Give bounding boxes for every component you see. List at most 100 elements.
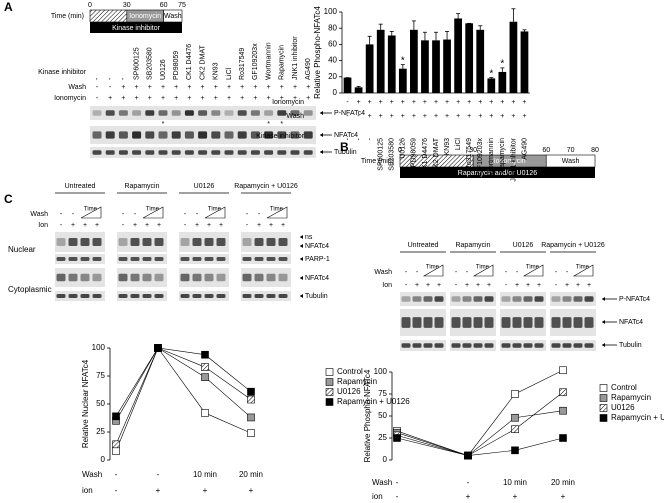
bar: [343, 77, 352, 93]
x-tick-label: 20 min: [239, 470, 263, 479]
x-tick-label: U0126: [400, 138, 407, 159]
band: [180, 238, 190, 246]
sign: +: [108, 95, 112, 102]
sign: -: [122, 222, 125, 229]
x-tick-label: -: [366, 137, 373, 140]
sign: -: [416, 269, 419, 276]
band: [68, 238, 78, 246]
series-line: [115, 347, 252, 421]
y-tick-label: 0: [383, 455, 388, 464]
band: [264, 110, 274, 116]
legend-label: Rapamycin: [611, 393, 651, 402]
x-tick-label: Wortmannin: [488, 138, 495, 176]
sign: +: [214, 84, 218, 91]
marker: [247, 413, 255, 422]
band: [451, 317, 461, 328]
sign: -: [72, 211, 75, 218]
band: [118, 131, 128, 139]
sign: +: [148, 84, 152, 91]
marker: [559, 366, 567, 375]
y-tick-label: 60: [328, 40, 337, 49]
sign: +: [426, 282, 430, 289]
lane-label: LiCl: [226, 67, 233, 80]
time-label: Time: [426, 265, 440, 271]
blot: [450, 292, 496, 306]
row-name: Ion: [382, 282, 392, 289]
marker: [201, 409, 209, 417]
sign: +: [415, 282, 419, 289]
band: [401, 343, 411, 348]
y-tick-label: 100: [324, 7, 338, 16]
annotation: *: [401, 55, 405, 66]
band: [551, 343, 561, 348]
band: [242, 257, 252, 261]
band: [266, 257, 276, 261]
band: [290, 110, 300, 116]
band: [92, 110, 102, 116]
lane-label: -: [107, 77, 114, 80]
y-tick-label: 75: [378, 389, 387, 398]
blot: [241, 268, 291, 287]
band-label: Tubulin: [619, 342, 642, 349]
sign: +: [174, 95, 178, 102]
sign: -: [134, 211, 137, 218]
sign: +: [267, 95, 271, 102]
legend-label: Control: [611, 383, 637, 392]
time-label: Time: [526, 265, 540, 271]
lane-label: -: [120, 77, 127, 80]
time-label: Time: [476, 265, 490, 271]
row-label: +: [390, 99, 394, 106]
sign: +: [515, 282, 519, 289]
row-label: -: [115, 486, 118, 495]
bar: [520, 31, 529, 93]
time-triangle: [472, 264, 494, 277]
band: [551, 317, 561, 328]
band: [277, 110, 287, 116]
band: [145, 131, 155, 139]
arrow-head: [300, 257, 303, 261]
row-name: Wash: [82, 470, 102, 479]
blot: [117, 291, 167, 301]
band: [423, 343, 433, 348]
row-label: +: [368, 99, 372, 106]
row-label: +: [467, 99, 471, 106]
band: [512, 296, 522, 302]
band: [434, 317, 444, 328]
row-label: +: [456, 99, 460, 106]
legend-swatch: [599, 384, 608, 392]
x-tick-label: 10 min: [193, 470, 217, 479]
sign: -: [505, 282, 508, 289]
bar: [498, 71, 507, 93]
row-label: -: [346, 99, 349, 106]
row-label: +: [500, 99, 504, 106]
band: [462, 343, 472, 348]
timeline-tick: 30: [123, 2, 131, 9]
timeline-tick: 60: [160, 2, 168, 9]
timeline-pre: [89, 9, 128, 23]
marker: [464, 451, 472, 460]
x-tick-label: 10 min: [503, 478, 527, 487]
marker: [112, 412, 120, 421]
blot: [117, 268, 167, 287]
bar: [476, 29, 485, 93]
band: [192, 257, 202, 261]
fraction-label: Cytoplasmic: [8, 285, 52, 294]
band: [303, 131, 313, 139]
band: [198, 150, 208, 155]
sign: +: [240, 95, 244, 102]
y-tick-label: 0: [333, 88, 338, 97]
y-axis-label: Relative Phospho-NFATc4: [313, 6, 322, 99]
band: [266, 294, 276, 298]
row-name: Kinase inhibitor: [256, 133, 305, 140]
row-label: +: [379, 99, 383, 106]
timeline-treatment-label: Kinase inhibitor: [112, 25, 161, 32]
band: [130, 257, 140, 261]
timeline-treatment: [400, 167, 595, 178]
row-label: +: [434, 99, 438, 106]
band-label: NFATc4: [619, 319, 643, 326]
sign: +: [83, 222, 87, 229]
band: [277, 131, 287, 139]
lane-label: Rapamycin: [279, 45, 286, 80]
band: [204, 273, 214, 282]
bar: [487, 78, 496, 93]
